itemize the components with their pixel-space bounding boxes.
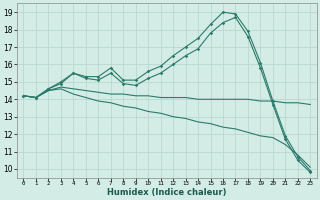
X-axis label: Humidex (Indice chaleur): Humidex (Indice chaleur) [107,188,227,197]
